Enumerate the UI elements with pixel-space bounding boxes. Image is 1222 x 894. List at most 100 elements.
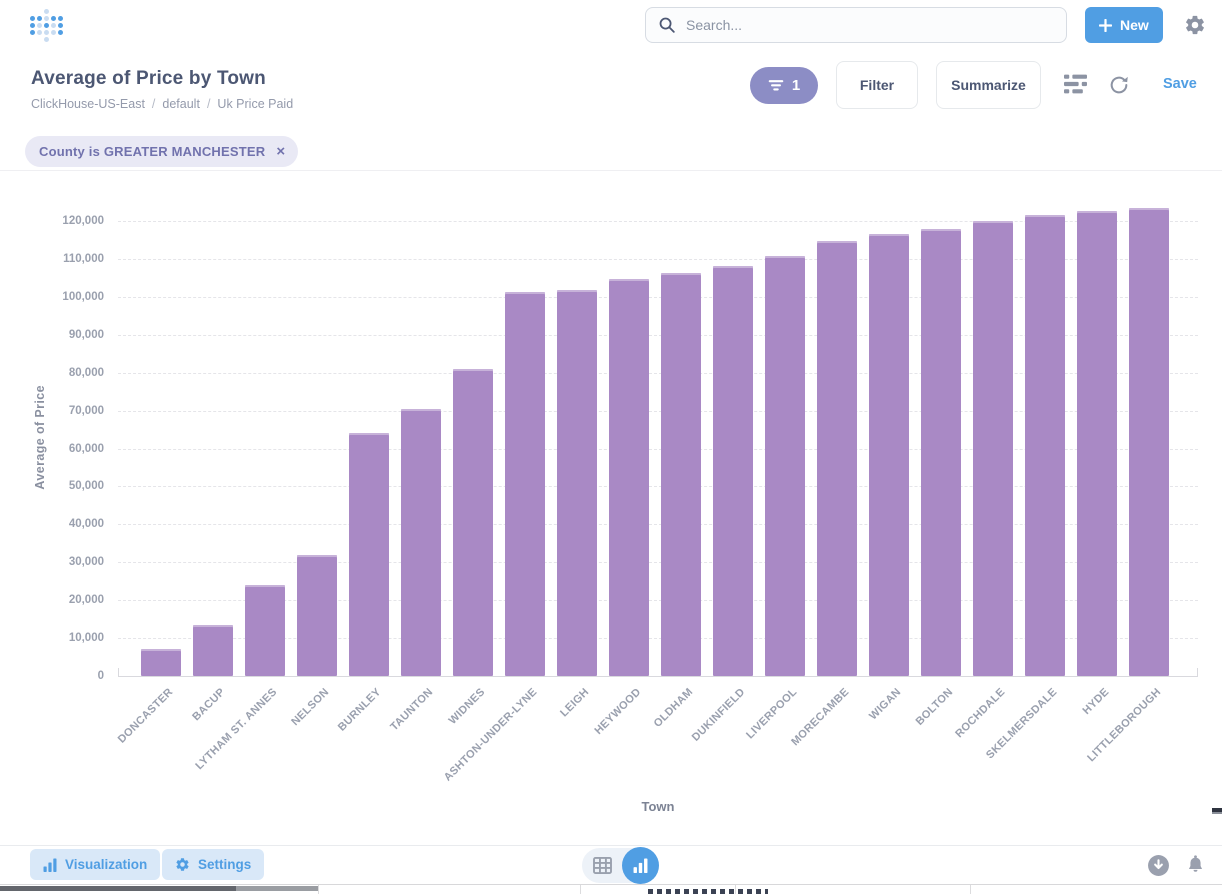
search-icon [658, 16, 676, 34]
table-divider [318, 885, 319, 894]
partial-table-strip [0, 884, 1222, 894]
visualization-button[interactable]: Visualization [30, 849, 161, 880]
axis-tick [118, 668, 119, 677]
bar-rochdale[interactable] [973, 221, 1013, 676]
gridline [118, 562, 1198, 564]
logo-dot [37, 23, 42, 28]
bar-chart-icon [43, 858, 57, 872]
bar-widnes[interactable] [453, 368, 493, 676]
bar-liverpool[interactable] [765, 255, 805, 676]
clipped-text-top [648, 889, 768, 894]
bar-hyde[interactable] [1077, 210, 1117, 676]
y-axis-tick-label: 30,000 [68, 556, 104, 569]
bar-dukinfield[interactable] [713, 265, 753, 676]
bar-bolton[interactable] [921, 228, 961, 676]
breadcrumb-separator: / [151, 97, 156, 111]
bar-heywood[interactable] [609, 279, 649, 676]
logo-dot [51, 16, 56, 21]
bar-leigh[interactable] [557, 290, 597, 676]
logo-dot [44, 30, 49, 35]
logo-dot [44, 37, 49, 42]
filter-count-pill[interactable]: 1 [750, 67, 818, 104]
gridline [118, 221, 1198, 222]
gridline [118, 448, 1198, 450]
bar-wigan[interactable] [869, 233, 909, 676]
new-button[interactable]: New [1085, 7, 1163, 43]
visualization-footer: Visualization Settings [0, 845, 1222, 884]
save-button[interactable]: Save [1163, 76, 1197, 92]
x-axis-title: Town [641, 799, 675, 814]
bar-oldham[interactable] [661, 272, 701, 676]
view-toggle [582, 847, 659, 884]
settings-button[interactable]: Settings [162, 849, 265, 880]
filter-chip-label: County is GREATER MANCHESTER [39, 144, 266, 159]
bar-littleborough[interactable] [1129, 207, 1169, 676]
y-axis-tick-label: 90,000 [68, 328, 104, 341]
gridline [118, 258, 1198, 260]
bar-chart: Average of Price Town 0 10,000 20,000 30,00… [0, 171, 1222, 845]
bar-ashton-under-lyne[interactable] [505, 292, 545, 676]
bar-taunton[interactable] [401, 408, 441, 676]
top-nav-bar: New [0, 0, 1222, 50]
download-icon[interactable] [1147, 854, 1170, 877]
gridline [118, 486, 1198, 488]
y-axis-tick-label: 70,000 [68, 404, 104, 417]
logo-dot [51, 23, 56, 28]
y-axis-tick-label: 40,000 [68, 518, 104, 531]
logo-dot [37, 16, 42, 21]
admin-gear-icon[interactable] [1184, 14, 1206, 36]
refresh-icon[interactable] [1108, 74, 1131, 97]
table-view-icon[interactable] [582, 857, 622, 874]
funnel-icon [768, 79, 784, 92]
y-axis-tick-label: 100,000 [62, 290, 104, 303]
y-axis-tick-label: 50,000 [68, 480, 104, 493]
search-bar[interactable] [645, 7, 1067, 43]
y-axis-tick-label: 120,000 [62, 215, 104, 227]
gridline [118, 334, 1198, 336]
bell-icon[interactable] [1185, 854, 1208, 877]
question-header: Average of Price by Town ClickHouse-US-E… [0, 50, 1222, 120]
bar-skelmersdale[interactable] [1025, 214, 1065, 676]
breadcrumb: ClickHouse-US-East / default / Uk Price Paid [31, 97, 293, 111]
table-divider [970, 885, 971, 894]
visualization-button-label: Visualization [65, 857, 148, 872]
y-axis-tick-label: 60,000 [68, 442, 104, 455]
page-title: Average of Price by Town [31, 68, 266, 89]
bar-morecambe[interactable] [817, 240, 857, 676]
logo-dot [44, 23, 49, 28]
x-axis-line [118, 676, 1198, 677]
bar-doncaster[interactable] [141, 648, 181, 676]
gridline [118, 600, 1198, 602]
metabase-logo-icon[interactable] [28, 7, 64, 43]
summarize-button[interactable]: Summarize [936, 61, 1041, 109]
logo-dot [58, 16, 63, 21]
logo-dot [30, 16, 35, 21]
y-axis-tick-label: 0 [97, 670, 104, 682]
bar-bacup[interactable] [193, 625, 233, 676]
logo-dot [58, 23, 63, 28]
breadcrumb-database[interactable]: ClickHouse-US-East [31, 97, 145, 111]
chart-view-icon[interactable] [622, 847, 659, 884]
filter-chip[interactable]: County is GREATER MANCHESTER × [25, 136, 299, 167]
breadcrumb-table[interactable]: Uk Price Paid [217, 97, 294, 111]
scrollbar-thumb[interactable] [0, 886, 236, 891]
notebook-icon[interactable] [1064, 74, 1087, 97]
settings-button-label: Settings [198, 857, 252, 872]
breadcrumb-separator: / [206, 97, 211, 111]
search-input[interactable] [686, 17, 1054, 33]
bar-lytham-st-annes[interactable] [245, 584, 285, 676]
filter-chip-bar: County is GREATER MANCHESTER × [0, 120, 1222, 171]
bar-nelson[interactable] [297, 555, 337, 676]
y-axis-tick-label: 10,000 [68, 632, 104, 645]
gridline [118, 296, 1198, 298]
breadcrumb-schema[interactable]: default [162, 97, 200, 111]
gear-icon [175, 857, 190, 872]
close-icon[interactable]: × [276, 143, 286, 160]
y-axis-tick-label: 110,000 [63, 252, 104, 265]
axis-tick [1197, 668, 1198, 677]
table-divider [580, 885, 581, 894]
gridline [118, 524, 1198, 526]
bar-burnley[interactable] [349, 432, 389, 676]
filter-button[interactable]: Filter [836, 61, 918, 109]
new-button-label: New [1120, 17, 1149, 33]
